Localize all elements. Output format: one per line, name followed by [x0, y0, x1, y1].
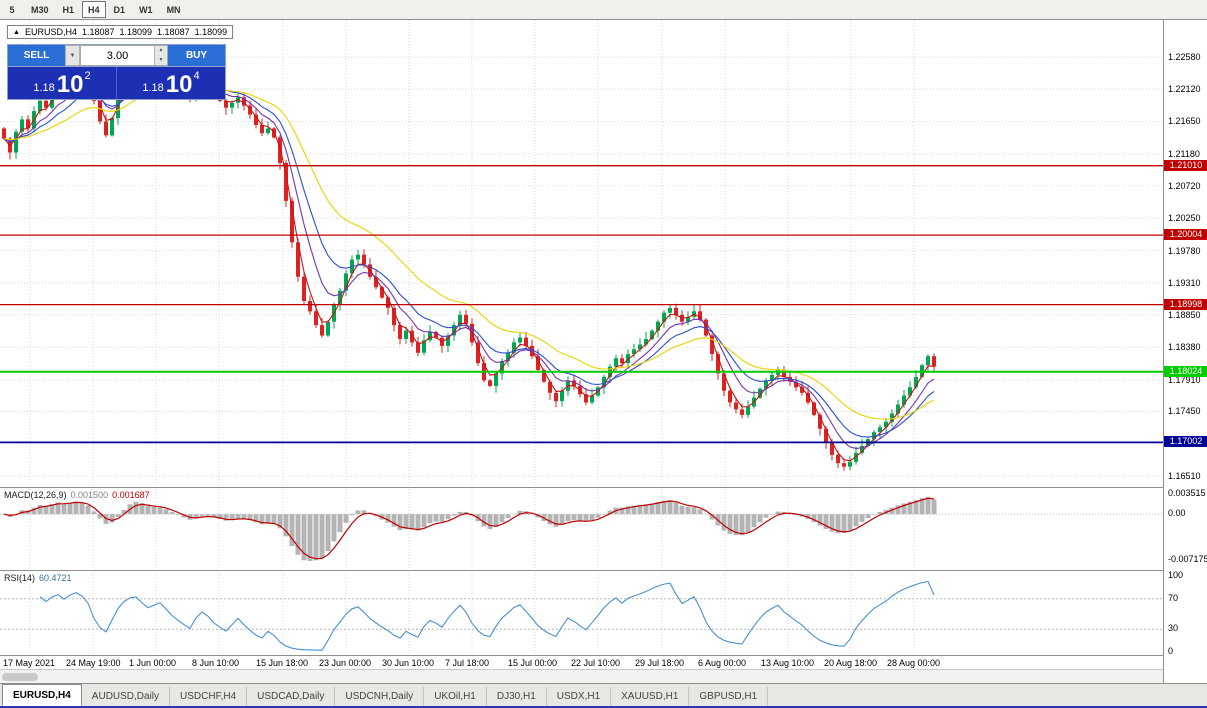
- price-tick: 1.22120: [1168, 84, 1201, 95]
- price-line-label: 1.18998: [1164, 298, 1207, 310]
- rsi-axis-tick: 30: [1168, 623, 1179, 634]
- ohlc-open: 1.18087: [81, 27, 115, 37]
- time-label: 22 Jul 10:00: [571, 658, 621, 668]
- chart-canvas[interactable]: ▲ EURUSD,H4 1.18087 1.18099 1.18087 1.18…: [0, 20, 1163, 487]
- macd-axis-tick: -0.007175: [1168, 554, 1207, 565]
- ask-pips: 10: [165, 71, 193, 98]
- time-label: 24 May 19:00: [66, 658, 121, 668]
- price-tick: 1.21180: [1168, 148, 1200, 159]
- time-label: 15 Jun 18:00: [256, 658, 309, 668]
- price-tick: 1.19310: [1168, 278, 1201, 289]
- price-tick: 1.20720: [1168, 180, 1201, 191]
- price-divider: [116, 67, 117, 99]
- time-label: 23 Jun 00:00: [319, 658, 372, 668]
- time-label: 20 Aug 18:00: [824, 658, 878, 668]
- sell-button[interactable]: SELL: [8, 45, 65, 66]
- chart-tab-usdx-h1[interactable]: USDX,H1: [547, 687, 612, 706]
- window-bottom-edge: [0, 706, 1207, 708]
- bid-pips: 10: [56, 71, 84, 98]
- price-axis: 1.22580 1.22120 1.21650 1.21180 1.20720 1.202…: [1163, 20, 1207, 683]
- time-label: 15 Jul 00:00: [508, 658, 558, 668]
- ask-price[interactable]: 1.18 10 4: [117, 67, 225, 99]
- price-tick: 1.18380: [1168, 342, 1201, 353]
- macd-label: MACD(12,26,9) 0.001500 0.001687: [4, 490, 150, 500]
- time-label: 7 Jul 18:00: [445, 658, 490, 668]
- chart-tab-usdchf-h4[interactable]: USDCHF,H4: [170, 687, 248, 706]
- chart-tab-eurusd-h4[interactable]: EURUSD,H4: [2, 684, 82, 706]
- price-tick: 1.20250: [1168, 213, 1201, 224]
- timeframe-button-H4[interactable]: H4: [82, 1, 106, 18]
- ohlc-close: 1.18099: [194, 27, 228, 37]
- buy-button[interactable]: BUY: [168, 45, 225, 66]
- price-tick: 1.21650: [1168, 116, 1201, 127]
- ask-fraction: 4: [193, 70, 200, 82]
- bid-price[interactable]: 1.18 10 2: [8, 67, 116, 99]
- time-axis: 17 May 2021 24 May 19:00 1 Jun 00:00 8 Jun …: [0, 655, 1163, 669]
- volume-spinner: ▲ ▼: [154, 46, 167, 65]
- time-label: 29 Jul 18:00: [635, 658, 685, 668]
- chart-tab-usdcad-daily[interactable]: USDCAD,Daily: [247, 687, 336, 706]
- rsi-axis-tick: 70: [1168, 592, 1179, 603]
- time-label: 1 Jun 00:00: [129, 658, 177, 668]
- chart-tab-audusd-daily[interactable]: AUDUSD,Daily: [82, 687, 171, 706]
- chart-tab-xauusd-h1[interactable]: XAUUSD,H1: [611, 687, 690, 706]
- chart-tab-ukoil-h1[interactable]: UKOil,H1: [424, 687, 487, 706]
- ohlc-low: 1.18087: [157, 27, 190, 37]
- rsi-axis-tick: 0: [1168, 646, 1174, 656]
- rsi-canvas[interactable]: RSI(14) 60.4721: [0, 570, 1163, 655]
- rsi-label: RSI(14) 60.4721: [4, 573, 72, 583]
- time-label: 8 Jun 10:00: [192, 658, 240, 668]
- chart-tab-gbpusd-h1[interactable]: GBPUSD,H1: [689, 687, 769, 706]
- chart-hscrollbar[interactable]: [0, 669, 1163, 683]
- price-tick: 1.17450: [1168, 406, 1201, 417]
- timeframe-button-H1[interactable]: H1: [57, 1, 81, 18]
- ohlc-symbol: EURUSD,H4: [24, 27, 77, 37]
- price-line-label: 1.18024: [1164, 365, 1207, 377]
- price-tick: 1.16510: [1168, 471, 1201, 482]
- bid-big-figure: 1.18: [33, 82, 55, 94]
- price-line-label: 1.17002: [1164, 436, 1207, 448]
- up-arrow-icon: ▲: [13, 28, 20, 36]
- tab-bar: EURUSD,H4 AUDUSD,Daily USDCHF,H4 USDCAD,Dai…: [0, 683, 1207, 706]
- price-line-label: 1.21010: [1164, 159, 1207, 171]
- timeframe-toolbar: 5 M30 H1 H4 D1 W1 MN: [0, 0, 1207, 20]
- volume-spin-up[interactable]: ▲: [155, 46, 167, 56]
- timeframe-button-5[interactable]: 5: [1, 1, 23, 18]
- timeframe-button-MN[interactable]: MN: [161, 1, 187, 18]
- ask-big-figure: 1.18: [142, 82, 164, 94]
- time-label: 28 Aug 00:00: [887, 658, 941, 668]
- timeframe-button-W1[interactable]: W1: [133, 1, 159, 18]
- timeframe-button-M30[interactable]: M30: [25, 1, 55, 18]
- volume-box: ▲ ▼: [80, 45, 168, 66]
- ohlc-high: 1.18099: [119, 27, 153, 37]
- chart-hscrollbar-thumb[interactable]: [2, 673, 38, 681]
- macd-canvas[interactable]: MACD(12,26,9) 0.001500 0.001687: [0, 487, 1163, 571]
- time-label: 13 Aug 10:00: [761, 658, 815, 668]
- bid-fraction: 2: [84, 70, 91, 82]
- rsi-axis-tick: 100: [1168, 570, 1184, 580]
- price-line-label: 1.20004: [1164, 229, 1207, 241]
- macd-axis-tick: 0.00: [1168, 508, 1186, 519]
- volume-dropdown-button[interactable]: ▼: [65, 45, 80, 66]
- time-label: 30 Jun 10:00: [382, 658, 435, 668]
- timeframe-button-D1[interactable]: D1: [108, 1, 132, 18]
- price-tick: 1.17910: [1168, 374, 1201, 385]
- price-tick: 1.22580: [1168, 52, 1201, 63]
- price-tick: 1.18850: [1168, 309, 1201, 320]
- volume-spin-down[interactable]: ▼: [155, 55, 167, 65]
- macd-axis-tick: 0.003515: [1168, 488, 1206, 498]
- time-label: 17 May 2021: [3, 658, 56, 668]
- price-tick: 1.19780: [1168, 245, 1201, 256]
- time-label: 6 Aug 00:00: [698, 658, 747, 668]
- chart-tab-dj30-h1[interactable]: DJ30,H1: [487, 687, 547, 706]
- one-click-trading-panel: SELL ▼ ▲ ▼ BUY 1.18 10 2: [7, 44, 226, 100]
- ohlc-info: ▲ EURUSD,H4 1.18087 1.18099 1.18087 1.18…: [7, 25, 234, 39]
- chart-tab-usdcnh-daily[interactable]: USDCNH,Daily: [335, 687, 425, 706]
- volume-input[interactable]: [81, 46, 154, 65]
